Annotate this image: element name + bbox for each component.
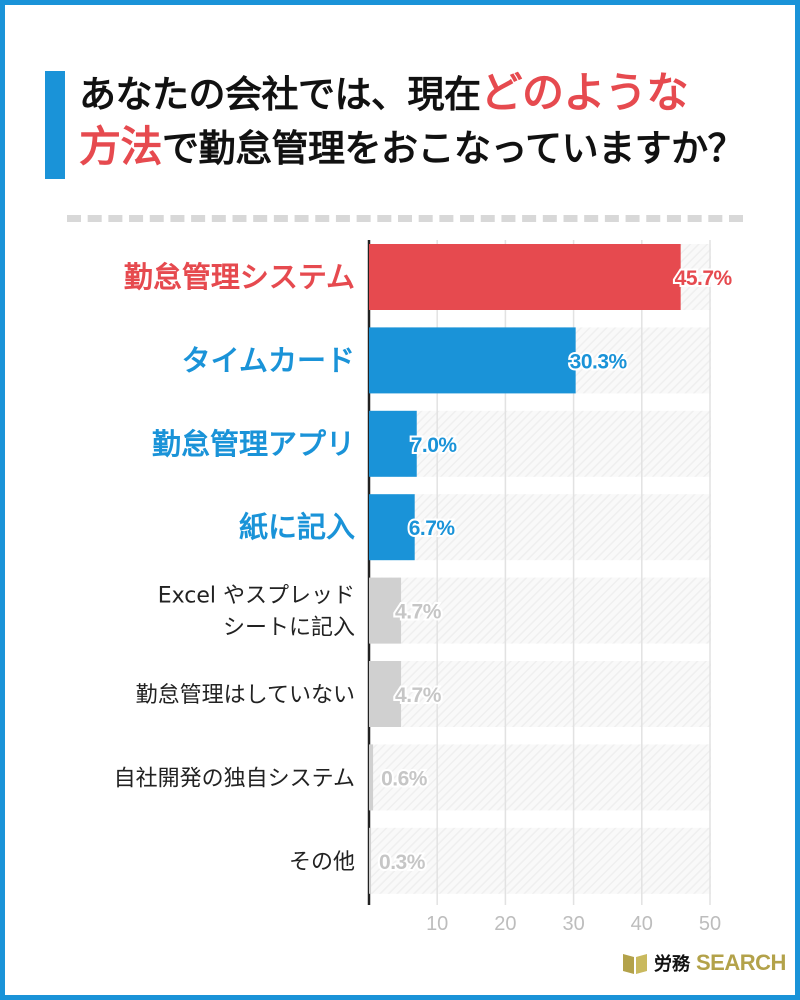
bar	[369, 327, 576, 394]
bar	[369, 577, 402, 644]
row-background	[369, 410, 711, 477]
category-label-line: 紙に記入	[239, 510, 355, 544]
bar	[369, 410, 417, 477]
logo-text-en: SEARCH	[696, 950, 786, 975]
bar	[369, 744, 374, 811]
title-part-1: あなたの会社では、現在	[79, 73, 481, 116]
dashed-divider	[67, 215, 743, 222]
x-tick-label: 30	[562, 913, 584, 935]
value-label: 4.7%	[395, 684, 442, 707]
category-label: Excel やスプレッドシートに記入	[158, 584, 355, 641]
logo-text-jp: 労務	[654, 954, 690, 975]
x-tick-label: 40	[631, 913, 653, 935]
brand-logo: 労務 SEARCH	[622, 948, 786, 978]
value-label: 30.3%	[570, 350, 628, 373]
category-label: その他	[289, 850, 355, 875]
value-label: 0.3%	[379, 851, 426, 874]
category-label-line: 勤怠管理システム	[124, 260, 355, 294]
value-label: 0.6%	[381, 767, 428, 790]
row-background	[369, 494, 711, 561]
value-label: 6.7%	[409, 517, 456, 540]
row-background	[369, 661, 711, 727]
category-label: タイムカード	[182, 343, 355, 377]
title-part-2: で勤怠管理をおこなっていますか？	[162, 127, 745, 170]
category-label-line: シートに記入	[223, 616, 355, 641]
title-accent-bar	[45, 71, 65, 179]
bar	[369, 827, 372, 894]
row-background	[369, 744, 711, 811]
category-label: 勤怠管理はしていない	[136, 683, 355, 708]
book-icon	[623, 954, 647, 974]
title-highlight-2: 方法	[79, 122, 163, 171]
category-label-line: 勤怠管理はしていない	[136, 683, 355, 708]
x-tick-label: 20	[494, 913, 516, 935]
row-background	[369, 827, 711, 894]
x-tick-label: 10	[426, 913, 448, 935]
category-label: 勤怠管理アプリ	[152, 427, 355, 461]
category-label-line: Excel やスプレッド	[158, 584, 355, 609]
title-highlight-1: どのような	[480, 68, 689, 117]
chart-title: あなたの会社では、現在どのような方法で勤怠管理をおこなっていますか？	[79, 67, 779, 175]
category-label-line: 自社開発の独自システム	[114, 766, 355, 791]
category-label: 自社開発の独自システム	[114, 766, 355, 791]
bar	[369, 494, 415, 561]
category-label: 勤怠管理システム	[124, 260, 355, 294]
value-label: 45.7%	[675, 267, 733, 290]
category-label-line: その他	[289, 850, 355, 875]
bar	[369, 661, 402, 727]
x-tick-label: 50	[699, 913, 721, 935]
category-label-line: 勤怠管理アプリ	[152, 427, 355, 461]
row-background	[369, 577, 711, 644]
value-label: 4.7%	[395, 601, 442, 624]
category-label-line: タイムカード	[182, 343, 355, 377]
value-label: 7.0%	[411, 434, 458, 457]
bar	[369, 244, 681, 310]
category-label: 紙に記入	[239, 510, 355, 544]
